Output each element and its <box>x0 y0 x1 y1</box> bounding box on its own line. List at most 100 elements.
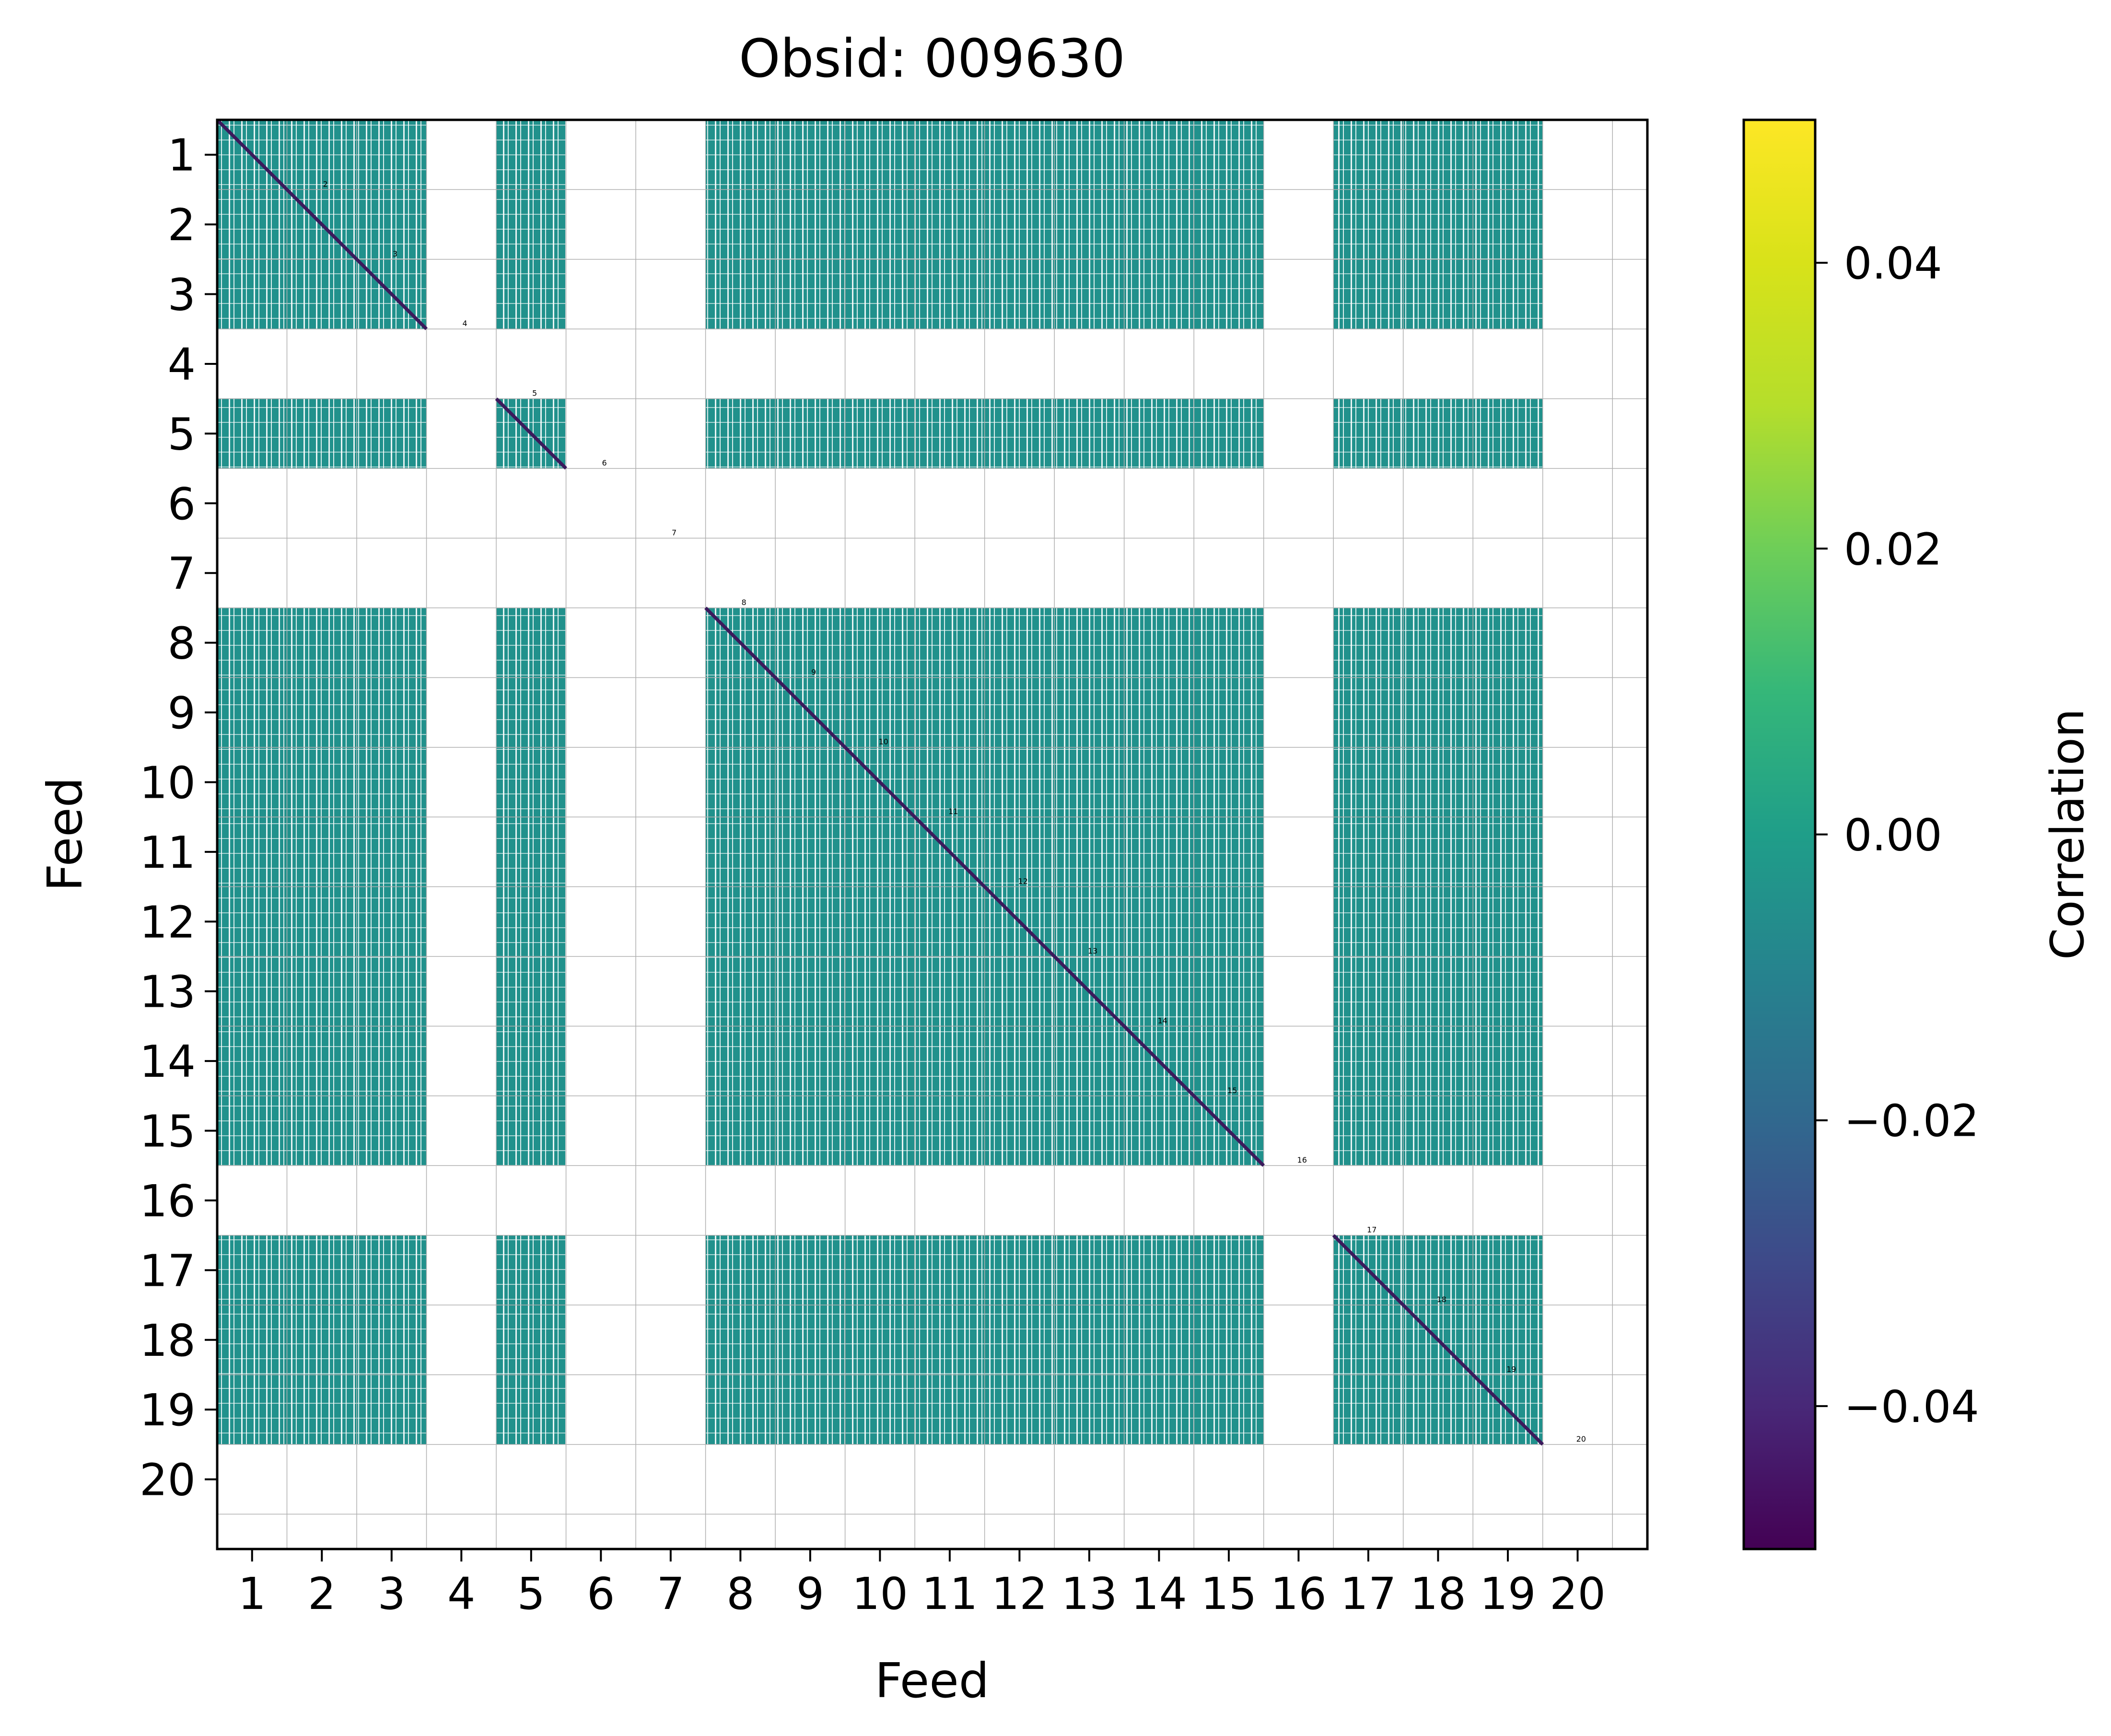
heatmap-cell-mask <box>775 1235 845 1305</box>
heatmap-cell-mask <box>1124 1235 1194 1305</box>
x-tick-label: 12 <box>991 1568 1048 1619</box>
diagonal-segment <box>844 746 916 818</box>
heatmap-cell-mask <box>1054 1235 1124 1305</box>
heatmap-cell-mask <box>1403 747 1473 817</box>
heatmap-cell-mask <box>984 1235 1055 1305</box>
heatmap-cell-mask <box>357 677 427 747</box>
heatmap-cell-mask <box>1333 189 1403 259</box>
heatmap-cell-mask <box>357 1305 427 1375</box>
heatmap-cell-mask <box>845 1095 915 1166</box>
heatmap-cell-mask <box>217 607 287 678</box>
y-tick-label: 13 <box>140 967 196 1018</box>
heatmap-cell-mask <box>1403 1375 1473 1445</box>
heatmap-cell-mask <box>1194 1375 1264 1445</box>
heatmap-cell-mask <box>845 398 915 469</box>
diagonal-label: 17 <box>1367 1225 1376 1235</box>
heatmap-cell-mask <box>984 607 1055 678</box>
x-tick-label: 15 <box>1201 1568 1257 1619</box>
colorbar-tick-label: 0.04 <box>1844 238 1942 289</box>
x-tick-label: 6 <box>587 1568 615 1619</box>
heatmap-cell-mask <box>984 398 1055 469</box>
heatmap-cell-mask <box>357 817 427 887</box>
heatmap-cell-mask <box>287 747 357 817</box>
heatmap-cell-mask <box>775 1305 845 1375</box>
heatmap-cell-mask <box>1403 398 1473 469</box>
heatmap-cell-mask <box>357 189 427 259</box>
heatmap-cell-mask <box>845 189 915 259</box>
heatmap-cell-mask <box>1054 398 1124 469</box>
x-tick-label: 9 <box>796 1568 825 1619</box>
heatmap-cell-mask <box>1124 677 1194 747</box>
heatmap-cell-mask <box>1333 398 1403 469</box>
y-tick-label: 14 <box>140 1036 196 1087</box>
x-tick-label: 1 <box>238 1568 266 1619</box>
heatmap-cell-mask <box>845 259 915 329</box>
diagonal-segment <box>1053 955 1126 1027</box>
y-tick-label: 17 <box>140 1245 196 1296</box>
heatmap-cell-mask <box>1473 1305 1543 1375</box>
heatmap-cell-mask <box>1124 398 1194 469</box>
heatmap-cell-mask <box>1473 398 1543 469</box>
heatmap-cell-mask <box>775 259 845 329</box>
heatmap-cell-mask <box>984 259 1055 329</box>
heatmap-cell-mask <box>845 1235 915 1305</box>
colorbar-tick-label: −0.02 <box>1844 1095 1979 1147</box>
heatmap-cell-mask <box>1473 886 1543 956</box>
y-tick-label: 7 <box>167 548 196 599</box>
diagonal-label: 10 <box>878 737 888 746</box>
diagonal-label: 14 <box>1158 1016 1167 1025</box>
heatmap-cell-mask <box>1054 120 1124 190</box>
x-tick-label: 11 <box>921 1568 978 1619</box>
y-axis-label: Feed <box>37 777 93 892</box>
heatmap-cell-mask <box>705 1235 776 1305</box>
heatmap-cell-mask <box>1473 817 1543 887</box>
heatmap-cell-mask <box>1403 1026 1473 1096</box>
heatmap-cell-mask <box>1194 677 1264 747</box>
heatmap-cell-mask <box>496 1235 566 1305</box>
heatmap-cell-mask <box>845 607 915 678</box>
heatmap-cell-mask <box>496 189 566 259</box>
heatmap-cell-mask <box>1403 607 1473 678</box>
heatmap-cell-mask <box>1124 120 1194 190</box>
heatmap-cell-mask <box>1054 1026 1124 1096</box>
diagonal-label: 15 <box>1227 1086 1237 1095</box>
colorbar-label: Correlation <box>2041 709 2094 960</box>
heatmap-cell-mask <box>1194 120 1264 190</box>
diagonal-label: 13 <box>1088 946 1097 955</box>
heatmap-cell-mask <box>1194 1305 1264 1375</box>
heatmap-cell-mask <box>217 1305 287 1375</box>
heatmap-cell-mask <box>1054 747 1124 817</box>
y-tick-label: 19 <box>140 1385 196 1436</box>
plot-frame <box>216 118 1649 1550</box>
heatmap-cell-mask <box>1124 817 1194 887</box>
heatmap-cell-mask <box>984 956 1055 1026</box>
heatmap-cell-mask <box>357 886 427 956</box>
heatmap-cell-mask <box>217 817 287 887</box>
heatmap-cell-mask <box>705 1305 776 1375</box>
heatmap-cell-mask <box>775 1095 845 1166</box>
diagonal-label: 12 <box>1018 877 1027 886</box>
heatmap-cell-mask <box>287 1305 357 1375</box>
diagonal-label: 9 <box>811 667 816 676</box>
heatmap-cell-mask <box>1473 1095 1543 1166</box>
heatmap-cell-mask <box>1403 259 1473 329</box>
heatmap-cell-mask <box>217 189 287 259</box>
heatmap-cell-mask <box>1473 956 1543 1026</box>
heatmap-cell-mask <box>1403 886 1473 956</box>
heatmap-cell-mask <box>845 1375 915 1445</box>
heatmap-cell-mask <box>1194 1026 1264 1096</box>
heatmap-cell-mask <box>705 747 776 817</box>
heatmap-cell-mask <box>496 1026 566 1096</box>
x-axis-label: Feed <box>875 1653 990 1709</box>
heatmap-cell-mask <box>775 398 845 469</box>
diagonal-label: 18 <box>1437 1295 1446 1304</box>
heatmap-cell-mask <box>357 1235 427 1305</box>
heatmap-cell-mask <box>287 817 357 887</box>
heatmap-cell-mask <box>357 1095 427 1166</box>
heatmap-cell-mask <box>1054 607 1124 678</box>
y-tick-label: 12 <box>140 897 196 948</box>
heatmap-cell-mask <box>1473 607 1543 678</box>
colorbar-tick-label: 0.02 <box>1844 524 1942 575</box>
